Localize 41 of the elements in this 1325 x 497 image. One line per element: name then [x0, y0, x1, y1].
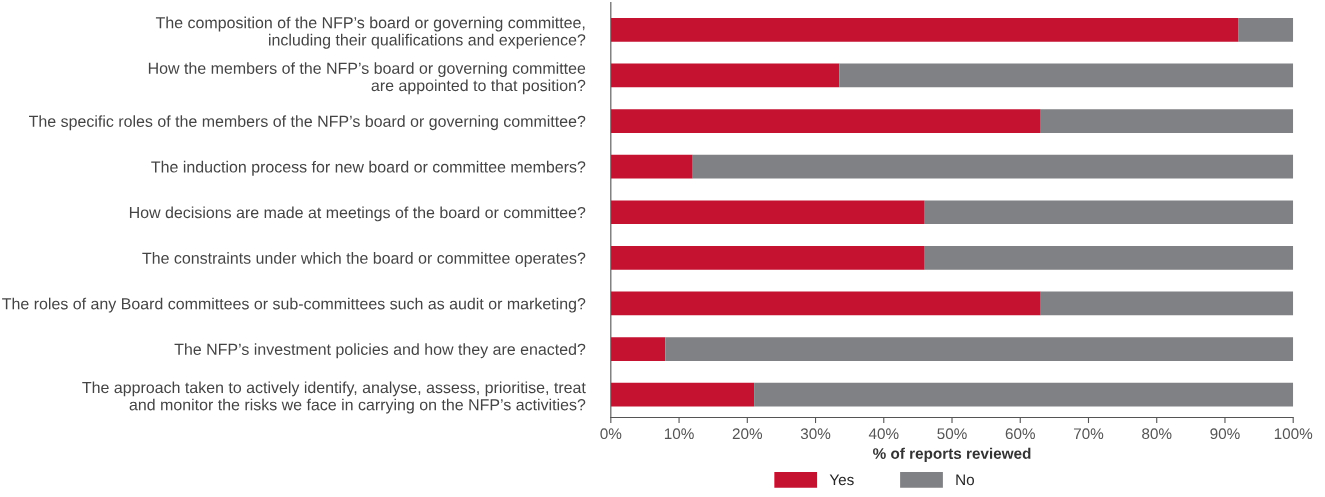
y-tick-label: How the members of the NFP’s board or governing committee are appointed to that position? — [148, 62, 586, 95]
x-tick-label: 80% — [1142, 428, 1172, 440]
x-tick-label: 10% — [664, 428, 694, 440]
y-tick-label: The constraints under which the board or committee operates? — [142, 252, 586, 267]
bar — [610, 337, 666, 361]
bar — [610, 291, 1041, 316]
y-tick-label: How decisions are made at meetings of the board or committee? — [129, 206, 586, 222]
legend-label: Yes — [829, 474, 854, 486]
bar — [839, 63, 1294, 88]
bar — [610, 246, 925, 270]
x-tick-label: 90% — [1210, 428, 1240, 440]
bar — [1040, 291, 1294, 316]
x-tick-label: 50% — [937, 428, 967, 440]
y-tick-label: The approach taken to actively identify, analyse, assess, prioritise, treat and monitor the risks we face in carrying on the NFP’s activities? — [82, 381, 586, 414]
bar — [610, 63, 840, 88]
x-tick-label: 100% — [1274, 428, 1313, 440]
x-axis-title: % of reports reviewed — [873, 447, 1031, 462]
bar — [610, 200, 925, 225]
x-tick-label: 60% — [1005, 428, 1035, 440]
y-tick-label: The induction process for new board or committee members? — [151, 160, 586, 176]
bar — [610, 17, 1239, 42]
bar — [610, 109, 1041, 133]
bar — [692, 154, 1294, 179]
x-tick-label: 20% — [732, 428, 763, 440]
bar — [754, 382, 1294, 407]
bar — [1238, 17, 1294, 42]
bar — [610, 382, 755, 407]
y-tick-label: The NFP’s investment policies and how they are enacted? — [174, 343, 586, 359]
bar — [610, 154, 693, 179]
bar — [1040, 109, 1294, 133]
x-tick-label: 70% — [1073, 428, 1104, 440]
y-tick-label: The specific roles of the members of the NFP’s board or governing committee? — [29, 115, 586, 131]
legend-label: No — [956, 474, 975, 486]
x-tick-label: 0% — [600, 428, 622, 440]
x-tick-label: 30% — [800, 428, 831, 440]
bar — [924, 246, 1294, 270]
x-tick-label: 40% — [868, 428, 899, 440]
bar — [665, 337, 1294, 361]
bar — [924, 200, 1294, 225]
y-tick-label: The composition of the NFP’s board or governing committee, including their qualifications and experience? — [155, 16, 586, 49]
y-tick-label: The roles of any Board committees or sub-committees such as audit or marketing? — [2, 297, 586, 313]
